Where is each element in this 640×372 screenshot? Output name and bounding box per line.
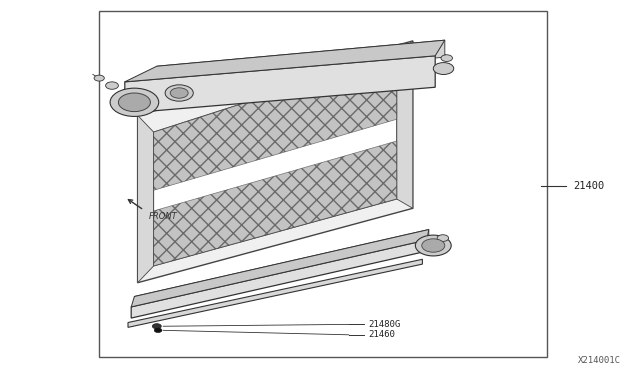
Text: 21400: 21400 xyxy=(573,181,604,191)
Polygon shape xyxy=(157,40,445,83)
Text: 21480G: 21480G xyxy=(368,320,400,329)
Circle shape xyxy=(110,88,159,116)
Circle shape xyxy=(437,235,449,241)
Circle shape xyxy=(106,82,118,89)
Bar xyxy=(99,11,547,357)
Polygon shape xyxy=(125,56,435,113)
Polygon shape xyxy=(134,230,429,302)
Polygon shape xyxy=(131,240,427,318)
Circle shape xyxy=(152,324,161,329)
Circle shape xyxy=(422,239,445,252)
Circle shape xyxy=(118,93,150,112)
Circle shape xyxy=(154,328,162,333)
Circle shape xyxy=(94,75,104,81)
Polygon shape xyxy=(397,41,413,208)
Polygon shape xyxy=(131,230,429,307)
Text: X214001C: X214001C xyxy=(578,356,621,365)
Circle shape xyxy=(415,235,451,256)
Circle shape xyxy=(165,85,193,101)
Polygon shape xyxy=(128,259,422,327)
Polygon shape xyxy=(154,54,397,266)
Polygon shape xyxy=(138,115,154,283)
Polygon shape xyxy=(125,40,445,82)
Polygon shape xyxy=(138,41,413,283)
Circle shape xyxy=(433,62,454,74)
Polygon shape xyxy=(154,54,397,190)
Circle shape xyxy=(441,55,452,61)
Circle shape xyxy=(170,88,188,98)
Polygon shape xyxy=(154,141,397,266)
Text: 21460: 21460 xyxy=(368,330,395,339)
Text: FRONT: FRONT xyxy=(149,212,178,221)
